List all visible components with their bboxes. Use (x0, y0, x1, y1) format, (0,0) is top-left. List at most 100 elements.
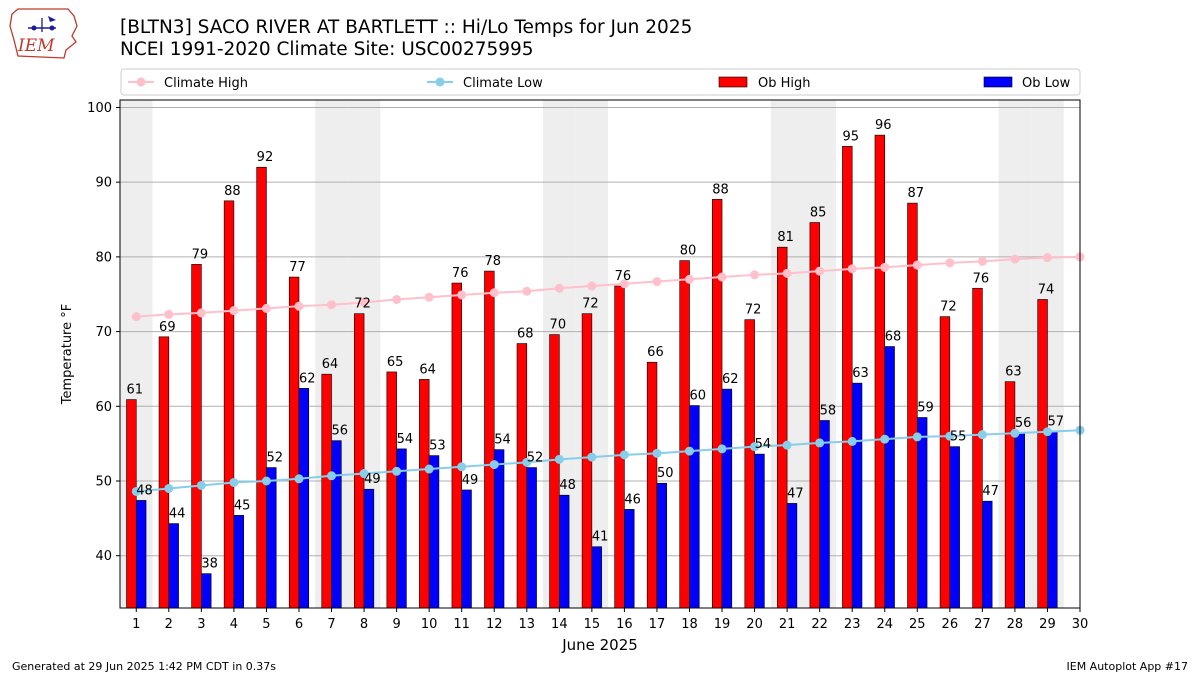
ob-low-bar (624, 509, 635, 609)
ob-low-bar (721, 388, 733, 609)
climate-high-point (977, 256, 987, 266)
x-tick-label: 29 (1039, 617, 1056, 632)
x-tick-label: 17 (649, 617, 666, 632)
climate-low-point (815, 438, 825, 448)
ob-low-bar (754, 453, 765, 609)
ob-high-value-label: 96 (875, 118, 892, 133)
ob-low-value-label: 48 (136, 483, 153, 498)
ob-low-bar (559, 494, 570, 609)
ob-low-value-label: 59 (917, 401, 934, 416)
iem-logo-icon: IEM (9, 8, 78, 59)
x-tick-label: 18 (681, 617, 698, 632)
y-tick-label: 60 (95, 400, 112, 415)
ob-high-bar (256, 166, 267, 609)
legend-ob-high-label: Ob High (758, 76, 811, 91)
ob-low-bar (982, 500, 993, 609)
ob-low-bar (689, 405, 700, 609)
ob-low-bar (656, 482, 668, 609)
chart-subtitle: NCEI 1991-2020 Climate Site: USC00275995 (120, 39, 534, 60)
ob-low-value-label: 54 (494, 433, 511, 448)
climate-low-point (619, 450, 629, 460)
x-tick-label: 7 (327, 617, 335, 632)
ob-high-value-label: 70 (550, 318, 567, 333)
x-tick-label: 14 (551, 617, 568, 632)
climate-low-point (392, 466, 402, 476)
climate-high-point (587, 281, 597, 291)
x-tick-label: 8 (360, 617, 368, 632)
ob-low-bar (363, 488, 375, 609)
ob-high-bar (223, 200, 235, 609)
climate-high-point (196, 308, 206, 318)
ob-high-value-label: 64 (419, 362, 436, 377)
climate-high-point (522, 286, 532, 296)
climate-low-point (847, 436, 857, 446)
y-tick-label: 80 (95, 250, 112, 265)
climate-high-point (294, 301, 304, 311)
ob-high-bar (646, 361, 658, 609)
ob-low-value-label: 38 (201, 557, 218, 572)
ob-high-bar (744, 319, 755, 609)
plot-frame (119, 99, 1081, 609)
ob-low-value-label: 50 (657, 466, 674, 481)
ob-high-bar (679, 260, 690, 609)
ob-high-bar (972, 287, 983, 609)
climate-high-point (457, 290, 467, 300)
x-tick-label: 25 (909, 617, 926, 632)
ob-high-value-label: 81 (777, 230, 794, 245)
x-tick-label: 16 (616, 617, 633, 632)
climate-low-point (424, 464, 434, 474)
chart-title: [BLTN3] SACO RIVER AT BARTLETT :: Hi/Lo … (120, 17, 693, 38)
ob-high-value-label: 69 (159, 320, 176, 335)
climate-low-point (489, 460, 499, 470)
climate-low-point (587, 452, 597, 462)
app-footnote: IEM Autoplot App #17 (1066, 660, 1189, 673)
x-axis-label: June 2025 (561, 636, 638, 654)
climate-low-point (750, 442, 760, 452)
svg-text:IEM: IEM (17, 36, 55, 56)
ob-high-value-label: 77 (289, 260, 306, 275)
ob-low-bar (201, 573, 212, 609)
ob-low-value-label: 45 (234, 498, 251, 513)
climate-low-point (945, 431, 955, 441)
y-tick-label: 50 (95, 475, 112, 490)
ob-high-value-label: 63 (1005, 365, 1022, 380)
ob-high-value-label: 87 (908, 186, 925, 201)
ob-low-value-label: 54 (397, 432, 414, 447)
ob-low-bar (1047, 431, 1058, 609)
climate-high-point (489, 288, 499, 298)
climate-low-point (977, 430, 987, 440)
ob-low-value-label: 56 (332, 424, 349, 439)
ob-low-bar (135, 500, 147, 609)
ob-low-bar (331, 440, 342, 609)
legend-climate-high-label: Climate High (164, 76, 248, 91)
climate-high-point (327, 300, 337, 310)
ob-low-bar (786, 503, 798, 609)
ob-high-bar (809, 222, 820, 609)
legend-climate-high-marker (136, 77, 146, 87)
y-tick-label: 100 (87, 101, 112, 116)
ob-high-bar (711, 199, 723, 609)
x-tick-label: 5 (262, 617, 270, 632)
ob-high-value-label: 68 (517, 327, 534, 342)
x-tick-label: 27 (974, 617, 991, 632)
x-tick-label: 12 (486, 617, 503, 632)
climate-high-point (619, 279, 629, 289)
climate-low-point (522, 457, 532, 467)
y-tick-label: 40 (95, 549, 112, 564)
iem-logo: IEM (8, 6, 82, 60)
x-tick-label: 23 (844, 617, 861, 632)
climate-low-point (912, 432, 922, 442)
ob-low-bar (266, 467, 277, 609)
ob-low-value-label: 57 (1047, 415, 1064, 430)
climate-low-point (327, 471, 337, 481)
ob-high-bar (939, 316, 951, 609)
ob-low-bar (851, 382, 863, 609)
legend-climate-low-label: Climate Low (463, 76, 543, 91)
ob-high-value-label: 78 (484, 254, 501, 269)
ob-low-value-label: 46 (624, 492, 641, 507)
ob-low-bar (949, 446, 960, 609)
x-tick-label: 19 (714, 617, 731, 632)
ob-high-value-label: 92 (257, 150, 274, 165)
ob-low-value-label: 68 (885, 330, 902, 345)
climate-low-point (1042, 427, 1052, 437)
